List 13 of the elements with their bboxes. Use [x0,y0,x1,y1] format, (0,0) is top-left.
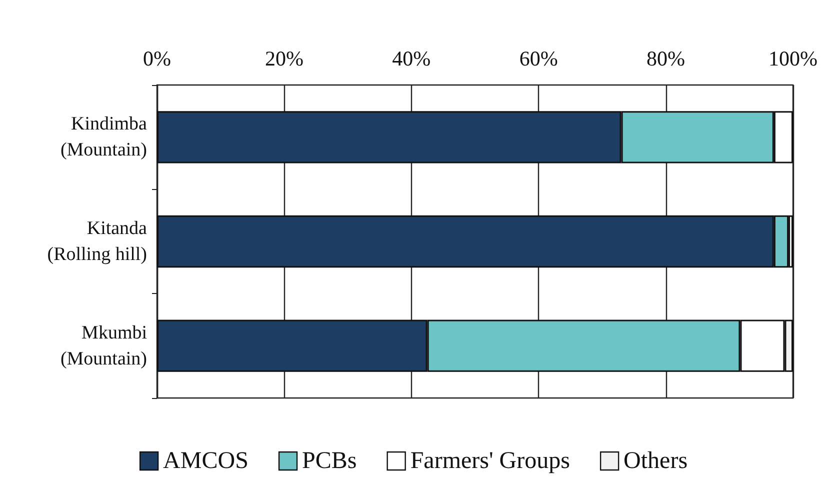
legend-label: Farmers' Groups [410,448,570,474]
x-tick-label: 100% [768,46,818,70]
legend-label: Others [624,448,688,474]
y-tick-label: Kitanda (Rolling hill) [47,218,148,265]
x-tick-label: 60% [519,46,558,70]
x-tick-label: 80% [646,46,686,70]
legend-label: PCBs [302,448,357,474]
y-tick-label: Kindimba (Mountain) [60,114,148,161]
x-tick-label: 0% [143,46,171,70]
y-tick-label: Mkumbi (Mountain) [60,322,147,370]
x-tick-label: 40% [392,46,431,70]
x-tick-label: 20% [264,46,304,70]
legend-label: AMCOS [163,448,248,474]
